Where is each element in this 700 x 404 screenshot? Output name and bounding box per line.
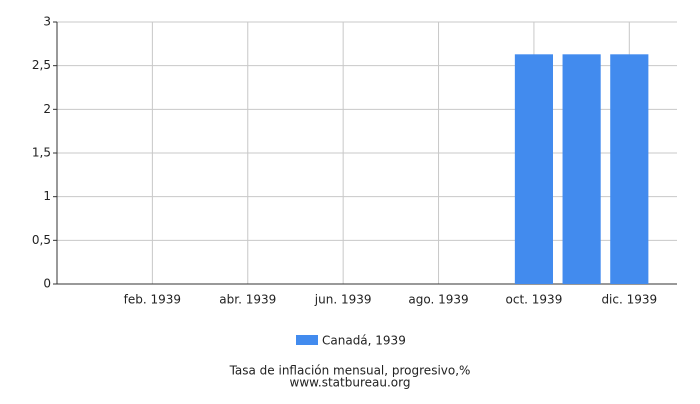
x-tick-label: ago. 1939 — [408, 293, 468, 307]
bar — [514, 54, 553, 285]
bar — [610, 54, 649, 285]
legend-label: Canadá, 1939 — [322, 334, 406, 348]
x-tick-label: dic. 1939 — [601, 293, 657, 307]
x-tick-label: oct. 1939 — [506, 293, 563, 307]
y-tick-label: 3 — [43, 15, 51, 29]
y-tick-label: 2,5 — [32, 58, 51, 72]
y-tick-label: 0 — [43, 277, 51, 291]
y-tick-label: 2 — [43, 102, 51, 116]
x-tick-label: abr. 1939 — [219, 293, 276, 307]
bar — [562, 54, 601, 285]
y-tick-label: 1 — [43, 189, 51, 203]
x-tick-label: jun. 1939 — [314, 293, 372, 307]
x-tick-label: feb. 1939 — [124, 293, 181, 307]
source: www.statbureau.org — [290, 376, 411, 390]
y-tick-label: 0,5 — [32, 233, 51, 247]
legend-swatch — [296, 335, 318, 345]
y-tick-label: 1,5 — [32, 146, 51, 160]
caption: Tasa de inflación mensual, progresivo,% — [229, 364, 471, 378]
